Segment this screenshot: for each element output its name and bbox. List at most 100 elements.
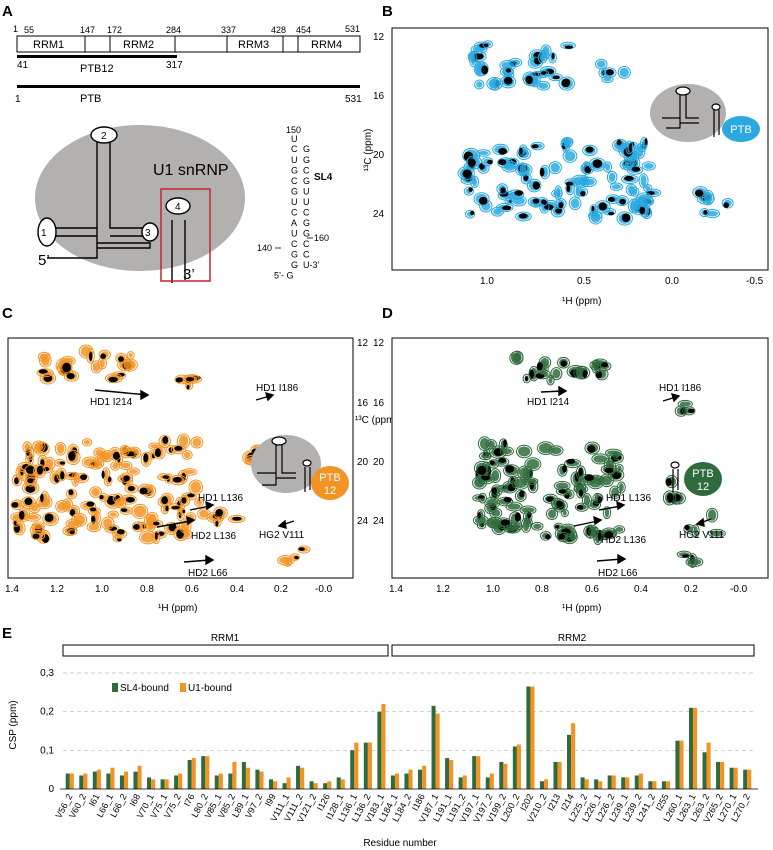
arrow-head xyxy=(616,500,626,511)
peak-contour xyxy=(54,441,67,456)
sl4-nucleotide: U xyxy=(291,229,298,239)
peak-free xyxy=(42,534,50,543)
peak-contour xyxy=(517,465,533,481)
y-tick-label: 16 xyxy=(357,398,369,409)
y-tick-label: 0,2 xyxy=(40,707,54,718)
peak-free xyxy=(108,376,118,383)
peak-contour xyxy=(511,350,524,364)
peak-free xyxy=(118,356,124,362)
peak-free xyxy=(624,175,634,181)
peak-contour xyxy=(708,528,726,538)
peak-contour xyxy=(474,79,485,90)
boundary-454: 454 xyxy=(296,25,311,35)
bar-u1-bound xyxy=(69,773,74,789)
peak-free xyxy=(187,493,195,498)
peak-contour xyxy=(496,183,509,195)
peak-free xyxy=(13,520,17,526)
peak-free xyxy=(551,52,555,60)
peak-contour xyxy=(546,374,555,386)
bar-sl4-bound xyxy=(268,779,274,789)
peak-contour xyxy=(626,165,643,175)
bar-u1-bound xyxy=(273,781,278,789)
peak-contour xyxy=(721,198,734,209)
peak-bound xyxy=(635,145,644,158)
sl4-number-140: 140 xyxy=(257,243,272,253)
bar-sl4-bound xyxy=(702,752,707,789)
peak-free xyxy=(514,512,521,522)
peak-contour xyxy=(107,510,120,519)
bar-sl4-bound xyxy=(255,769,260,789)
peak-contour xyxy=(588,526,600,537)
peak-contour xyxy=(511,476,529,490)
peak-free xyxy=(540,71,547,75)
peak-free xyxy=(154,448,161,458)
peak-contour xyxy=(537,51,548,64)
peak-contour xyxy=(153,445,166,460)
peak-free xyxy=(545,534,551,540)
peak-free xyxy=(532,198,540,204)
peak-contour xyxy=(457,166,475,181)
x-axis-label: ¹H (ppm) xyxy=(562,603,601,614)
sl4-nucleotide: A xyxy=(291,218,297,228)
peak-contour xyxy=(277,554,295,566)
peak-free xyxy=(493,448,504,457)
ptb12-label: PTB12 xyxy=(80,63,114,75)
bar-sl4-bound xyxy=(214,775,219,789)
peak-contour xyxy=(555,198,567,210)
spectrum-frame xyxy=(391,27,769,271)
peak-contour xyxy=(468,51,478,67)
peak-free xyxy=(19,510,25,520)
bar-sl4-bound xyxy=(79,775,84,789)
peak-contour xyxy=(482,40,493,49)
peak-contour xyxy=(507,189,525,200)
peak-free xyxy=(68,451,76,461)
peak-free xyxy=(616,139,622,146)
domain-bar-outline xyxy=(16,35,361,53)
rrm2-label: RRM2 xyxy=(558,633,587,644)
x-tick-label: -0.0 xyxy=(315,584,333,595)
bar-u1-bound xyxy=(720,761,725,789)
peak-free xyxy=(558,202,564,209)
peak-bound xyxy=(601,475,612,486)
peak-free xyxy=(116,529,125,535)
x-axis-label: ¹H (ppm) xyxy=(158,603,197,614)
peak-contour xyxy=(86,521,102,533)
peak-contour xyxy=(552,499,568,513)
peak-contour xyxy=(551,189,563,198)
peak-free xyxy=(597,532,602,541)
peak-free xyxy=(125,496,135,503)
x-tick-labels: V56_2V60_2I61L66_1L66_2I68V70_1V75_1V75_… xyxy=(53,792,752,824)
peak-contour xyxy=(169,474,187,486)
peak-free xyxy=(99,494,104,500)
peak-free xyxy=(161,496,168,505)
loop-number-2: 2 xyxy=(101,131,107,142)
sl4-nucleotide: G xyxy=(303,176,310,186)
peak-free xyxy=(560,360,567,367)
peak-contour xyxy=(160,492,174,506)
boundary-337: 337 xyxy=(221,25,236,35)
peak-free xyxy=(172,476,182,483)
peak-free xyxy=(525,75,533,85)
peak-free xyxy=(580,191,586,197)
peak-free xyxy=(120,508,128,513)
peak-free xyxy=(186,385,190,390)
peak-contour xyxy=(490,484,503,497)
stem-loop-3 xyxy=(141,222,159,242)
peak-contour xyxy=(562,149,578,163)
y-tick-label: 0,3 xyxy=(40,668,54,679)
bar-u1-bound xyxy=(706,742,711,789)
ptb-protein-inset xyxy=(722,116,760,142)
annotation-hd1-i214: HD1 I214 xyxy=(527,397,570,408)
peak-contour xyxy=(706,507,719,523)
domain-bar: 1 55 147 172 284 337 428 454 531 RRM1 RR… xyxy=(13,24,361,53)
ptb12-start: 41 xyxy=(17,60,29,71)
peak-free xyxy=(584,166,592,174)
peak-contour xyxy=(498,438,508,452)
bar-sl4-bound xyxy=(648,781,653,789)
peak-contour xyxy=(613,525,626,534)
peak-free xyxy=(556,500,563,508)
bar-sl4-bound xyxy=(201,756,206,789)
peak-bound xyxy=(123,360,136,370)
peak-free xyxy=(518,213,528,219)
bar-u1-bound xyxy=(665,781,670,789)
